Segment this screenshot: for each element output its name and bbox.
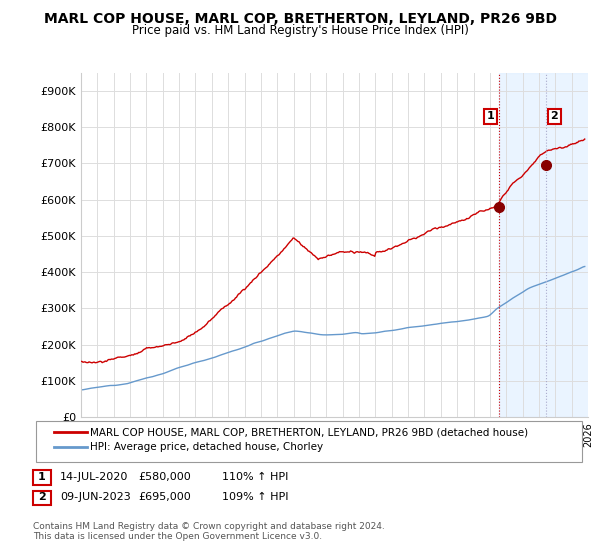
Text: 109% ↑ HPI: 109% ↑ HPI bbox=[222, 492, 289, 502]
Text: 09-JUN-2023: 09-JUN-2023 bbox=[60, 492, 131, 502]
Text: MARL COP HOUSE, MARL COP, BRETHERTON, LEYLAND, PR26 9BD: MARL COP HOUSE, MARL COP, BRETHERTON, LE… bbox=[44, 12, 557, 26]
Text: 1: 1 bbox=[38, 472, 46, 482]
Text: 110% ↑ HPI: 110% ↑ HPI bbox=[222, 472, 289, 482]
Text: MARL COP HOUSE, MARL COP, BRETHERTON, LEYLAND, PR26 9BD (detached house): MARL COP HOUSE, MARL COP, BRETHERTON, LE… bbox=[90, 427, 528, 437]
Text: HPI: Average price, detached house, Chorley: HPI: Average price, detached house, Chor… bbox=[90, 442, 323, 452]
Bar bbox=[499, 73, 600, 417]
Text: 14-JUL-2020: 14-JUL-2020 bbox=[60, 472, 128, 482]
Text: Price paid vs. HM Land Registry's House Price Index (HPI): Price paid vs. HM Land Registry's House … bbox=[131, 24, 469, 37]
Text: Contains HM Land Registry data © Crown copyright and database right 2024.
This d: Contains HM Land Registry data © Crown c… bbox=[33, 522, 385, 542]
Text: 1: 1 bbox=[487, 111, 494, 122]
Text: £580,000: £580,000 bbox=[138, 472, 191, 482]
Text: 2: 2 bbox=[38, 492, 46, 502]
Text: 2: 2 bbox=[550, 111, 558, 122]
Text: £695,000: £695,000 bbox=[138, 492, 191, 502]
